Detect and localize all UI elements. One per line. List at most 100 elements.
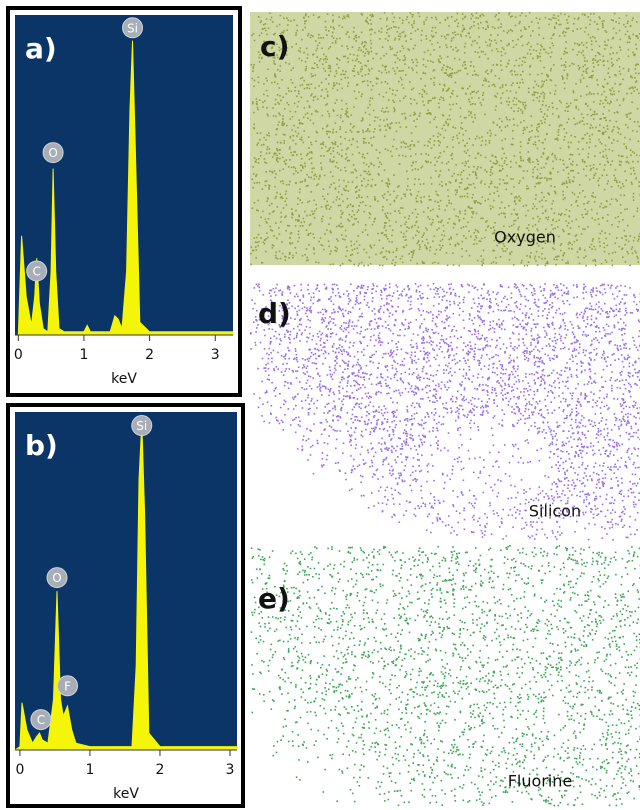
map-dot [263, 94, 265, 96]
map-dot [619, 105, 621, 107]
map-dot [465, 64, 467, 66]
map-dot [605, 238, 607, 240]
map-dot [361, 285, 363, 287]
map-dot [502, 47, 504, 49]
map-dot [617, 140, 619, 142]
map-dot [543, 167, 545, 169]
map-dot [372, 297, 374, 299]
map-dot [295, 170, 297, 172]
map-dot [489, 130, 491, 132]
map-dot [474, 239, 476, 241]
map-dot [538, 100, 540, 102]
map-dot [455, 82, 457, 84]
map-dot [260, 22, 262, 24]
map-dot [262, 211, 264, 213]
map-dot [567, 329, 569, 331]
map-dot [413, 346, 415, 348]
map-dot [607, 245, 609, 247]
map-dot [362, 42, 364, 44]
map-dot [441, 247, 443, 249]
map-dot [502, 84, 504, 86]
map-dot [599, 124, 601, 126]
map-dot [264, 162, 266, 164]
map-dot [427, 113, 429, 115]
map-dot [299, 319, 301, 321]
map-dot [523, 170, 525, 172]
map-dot [607, 72, 609, 74]
map-dot [282, 291, 284, 293]
map-dot [448, 357, 450, 359]
map-dot [296, 25, 298, 27]
map-dot [257, 210, 259, 212]
map-dot [567, 263, 569, 265]
map-dot [530, 35, 532, 37]
map-dot [619, 17, 621, 19]
map-dot [352, 181, 354, 183]
map-dot [572, 392, 574, 394]
map-dot [493, 122, 495, 124]
map-dot [390, 151, 392, 153]
map-dot [391, 494, 393, 496]
map-dot [405, 40, 407, 42]
map-dot [571, 63, 573, 65]
map-dot [635, 504, 637, 506]
map-dot [377, 157, 379, 159]
map-dot [301, 387, 303, 389]
map-dot [435, 201, 437, 203]
map-dot [253, 250, 255, 252]
map-dot [565, 417, 567, 419]
map-dot [461, 491, 463, 493]
map-dot [445, 130, 447, 132]
map-dot [456, 234, 458, 236]
map-dot [366, 373, 368, 375]
map-dot [400, 377, 402, 379]
map-dot [288, 104, 290, 106]
map-dot [522, 113, 524, 115]
map-dot [418, 12, 420, 14]
map-dot [252, 78, 254, 80]
map-dot [351, 114, 353, 116]
map-dot [634, 237, 636, 239]
map-dot [416, 403, 418, 405]
map-dot [263, 137, 265, 139]
map-dot [502, 395, 504, 397]
map-dot [607, 214, 609, 216]
map-dot [287, 382, 289, 384]
map-dot [395, 256, 397, 258]
map-dot [467, 160, 469, 162]
map-dot [589, 246, 591, 248]
map-dot [438, 221, 440, 223]
map-dot [252, 166, 254, 168]
map-dot [603, 56, 605, 58]
map-dot [346, 185, 348, 187]
map-dot [408, 22, 410, 24]
map-dot [449, 104, 451, 106]
map-dot [450, 46, 452, 48]
map-dot [515, 60, 517, 62]
map-dot [523, 160, 525, 162]
map-dot [365, 171, 367, 173]
map-dot [472, 505, 474, 507]
map-dot [370, 47, 372, 49]
map-dot [551, 441, 553, 443]
map-dot [542, 104, 544, 106]
map-dot [543, 152, 545, 154]
map-dot [423, 104, 425, 106]
map-dot [306, 428, 308, 430]
map-dot [411, 490, 413, 492]
map-dot [367, 196, 369, 198]
map-dot [633, 432, 635, 434]
map-dot [368, 53, 370, 55]
map-dot [275, 222, 277, 224]
map-dot [406, 19, 408, 21]
map-dot [471, 217, 473, 219]
map-dot [291, 167, 293, 169]
map-dot [386, 107, 388, 109]
map-dot [510, 166, 512, 168]
map-dot [264, 158, 266, 160]
map-dot [329, 116, 331, 118]
map-dot [448, 387, 450, 389]
map-dot [268, 187, 270, 189]
map-dot [458, 49, 460, 51]
map-dot [538, 310, 540, 312]
